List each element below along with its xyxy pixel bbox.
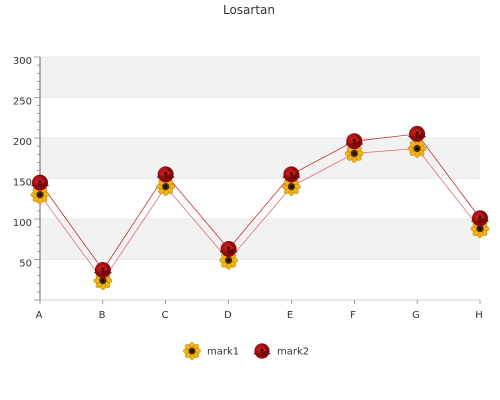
sunflower-icon [182,341,202,361]
series-line-mark2 [39,133,481,271]
y-tick-label: 50 [19,259,32,270]
x-tick-label: C [162,310,169,321]
x-tick-label: B [99,310,106,321]
legend-item-mark2[interactable]: mark2 [253,343,309,359]
grid-lines [40,56,480,260]
grid-band [40,219,480,260]
x-tick-label: A [36,310,43,321]
legend-label: mark1 [207,347,239,358]
x-tick-label: E [287,310,293,321]
y-tick-label: 200 [13,137,32,148]
grid-band [40,138,480,179]
data-point-mark1[interactable] [407,138,427,159]
y-tick-label: 100 [13,218,32,229]
x-tick-label: F [350,310,356,321]
series-line-mark1 [39,148,481,282]
rose-icon [253,343,271,359]
legend-item-mark1[interactable]: mark1 [182,341,239,361]
plot-area [30,125,490,291]
x-axis: A B C D E F G H [36,299,483,321]
y-tick-label: 150 [13,178,32,189]
y-tick-label: 300 [13,56,32,67]
legend: mark1 mark2 [182,341,309,361]
grid-bands [40,57,480,260]
x-tick-label: H [475,310,483,321]
x-tick-label: D [224,310,232,321]
x-tick-label: G [412,310,420,321]
legend-label: mark2 [277,347,309,358]
chart-title: Losartan [223,3,275,17]
grid-band [40,57,480,98]
y-tick-label: 250 [13,97,32,108]
